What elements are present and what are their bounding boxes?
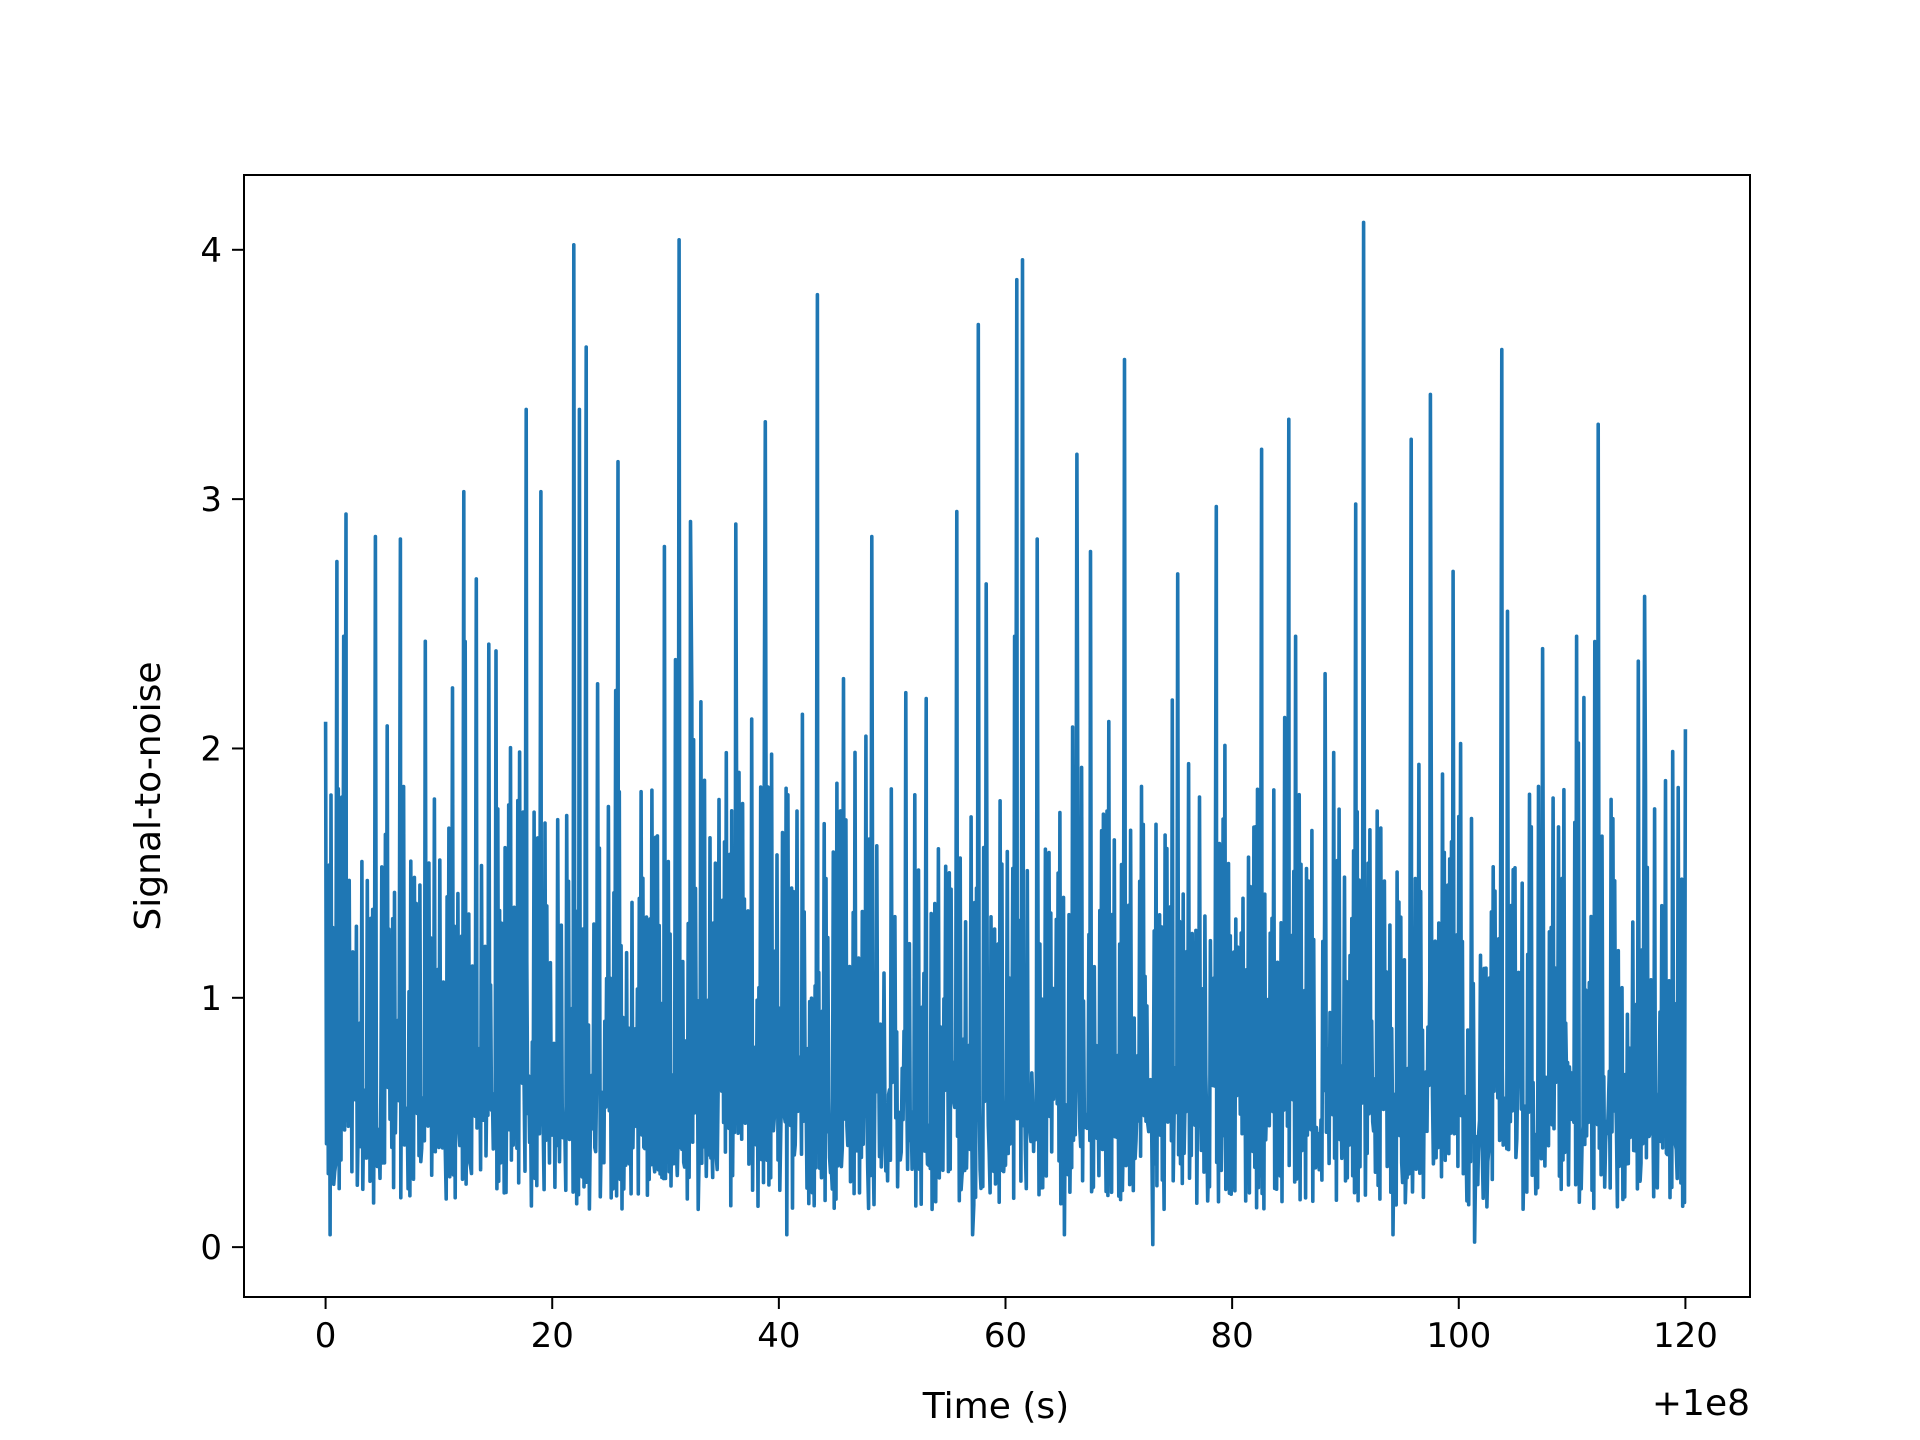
x-tick-label: 40 bbox=[757, 1316, 800, 1356]
y-tick-label: 0 bbox=[200, 1228, 222, 1268]
y-tick-label: 4 bbox=[200, 231, 222, 271]
x-tick-label: 100 bbox=[1426, 1316, 1491, 1356]
x-tick-label: 20 bbox=[531, 1316, 574, 1356]
x-tick-label: 60 bbox=[984, 1316, 1027, 1356]
y-tick-label: 1 bbox=[200, 979, 222, 1019]
series-line-0 bbox=[323, 220, 1688, 1247]
axes-frame bbox=[243, 174, 1751, 1298]
axes: 0 20 40 60 80 100 120 0 1 2 3 4 bbox=[200, 174, 1751, 1356]
x-tick-label: 0 bbox=[315, 1316, 337, 1356]
x-tick-label: 120 bbox=[1653, 1316, 1718, 1356]
x-axis-offset-label: +1e8 bbox=[1652, 1383, 1750, 1424]
y-axis-label: Signal-to-noise bbox=[128, 661, 169, 930]
x-tick-label: 80 bbox=[1211, 1316, 1254, 1356]
x-axis-label: Time (s) bbox=[922, 1386, 1069, 1427]
y-tick-label: 2 bbox=[200, 729, 222, 769]
plot-area bbox=[323, 220, 1688, 1247]
y-tick-label: 3 bbox=[200, 480, 222, 520]
